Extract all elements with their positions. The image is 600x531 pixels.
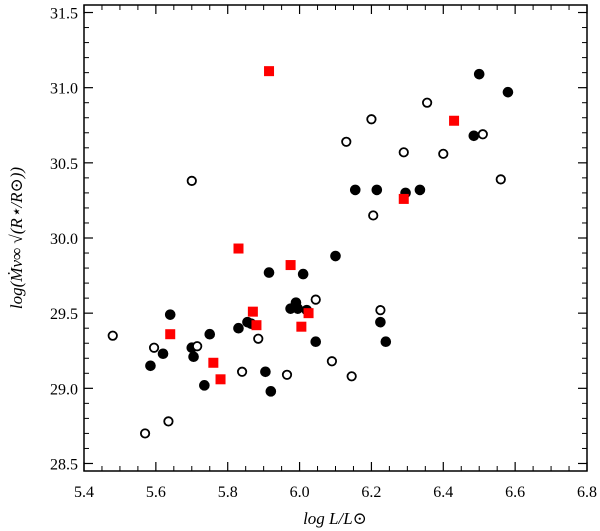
open-circle-point bbox=[341, 136, 352, 147]
red-square-point bbox=[264, 66, 275, 77]
y-axis-label: log(Ṁv∞ √(R⋆/R⊙)) bbox=[7, 167, 26, 309]
open-circle-point bbox=[477, 129, 488, 140]
y-tick-label: 29.5 bbox=[50, 306, 78, 323]
open-circle-point bbox=[107, 330, 118, 341]
open-circle-point bbox=[139, 428, 151, 439]
red-square-point bbox=[165, 329, 176, 340]
filled-circle-point bbox=[349, 184, 361, 196]
red-square-point bbox=[449, 115, 460, 126]
x-axis-label: log L/L⊙ bbox=[303, 509, 367, 528]
x-tick-label: 6.8 bbox=[577, 484, 597, 501]
x-tick-label: 5.6 bbox=[146, 484, 166, 501]
filled-circle-point bbox=[157, 348, 169, 360]
y-tick-labels: 28.5 29.0 29.5 30.0 30.5 31.0 31.5 bbox=[50, 6, 78, 474]
open-circle-point bbox=[192, 341, 203, 352]
y-tick-label: 30.0 bbox=[50, 231, 78, 248]
open-circle-point bbox=[163, 416, 174, 427]
x-tick-label: 6.6 bbox=[505, 484, 525, 501]
red-square-point bbox=[208, 357, 219, 368]
plot-frame bbox=[83, 4, 588, 472]
open-circle-point bbox=[422, 97, 433, 108]
filled-circle-point bbox=[204, 328, 216, 340]
y-tick-label: 29.0 bbox=[50, 381, 78, 398]
open-circle-point bbox=[368, 210, 379, 221]
open-circle-point bbox=[366, 114, 377, 125]
filled-circle-point bbox=[375, 316, 386, 328]
filled-circle-point bbox=[164, 309, 176, 320]
red-square-point bbox=[233, 243, 244, 254]
y-tick-label: 31.5 bbox=[50, 6, 78, 23]
open-circle-point bbox=[236, 366, 248, 377]
open-circle-point bbox=[346, 371, 357, 382]
y-tick-label: 28.5 bbox=[50, 456, 78, 473]
y-tick-label: 31.0 bbox=[50, 81, 78, 98]
filled-circle-point bbox=[371, 184, 383, 196]
filled-circle-point bbox=[265, 386, 277, 397]
x-tick-label: 5.4 bbox=[74, 484, 94, 501]
red-square-point bbox=[215, 374, 226, 385]
filled-circle-point bbox=[414, 184, 426, 196]
open-circle-point bbox=[495, 174, 506, 185]
x-tick-label: 6.4 bbox=[433, 484, 453, 501]
x-tick-label: 6.0 bbox=[290, 484, 310, 501]
red-square-point bbox=[398, 193, 409, 204]
red-square-point bbox=[296, 321, 307, 332]
filled-circle-point bbox=[199, 380, 210, 391]
open-circle-point bbox=[398, 147, 409, 158]
filled-circle-point bbox=[310, 336, 322, 348]
filled-circle-point bbox=[292, 303, 304, 314]
open-circle-point bbox=[186, 175, 197, 186]
red-square-point bbox=[285, 260, 296, 271]
filled-circle-point bbox=[260, 366, 271, 378]
y-tick-label: 30.5 bbox=[50, 156, 78, 173]
red-square-point bbox=[251, 320, 262, 331]
filled-circle-point bbox=[188, 351, 199, 363]
x-tick-labels: 5.4 5.6 5.8 6.0 6.2 6.4 6.6 6.8 bbox=[74, 484, 597, 501]
filled-circle-point bbox=[145, 360, 156, 372]
open-circle-point bbox=[253, 333, 264, 344]
x-tick-label: 6.2 bbox=[361, 484, 381, 501]
open-circle-point bbox=[326, 356, 338, 367]
filled-circle-point bbox=[263, 267, 275, 278]
filled-circle-point bbox=[380, 336, 392, 348]
filled-circle-point bbox=[330, 250, 341, 262]
open-circle-point bbox=[438, 148, 449, 159]
filled-circle-point bbox=[468, 130, 480, 142]
filled-circle-point bbox=[297, 268, 309, 280]
open-circle-point bbox=[281, 369, 293, 380]
filled-circle-point bbox=[473, 68, 485, 80]
axis-ticks bbox=[83, 5, 588, 471]
x-tick-label: 5.8 bbox=[218, 484, 238, 501]
open-circle-point bbox=[148, 342, 160, 353]
data-points bbox=[107, 66, 514, 439]
filled-circle-point bbox=[502, 86, 514, 98]
red-square-point bbox=[303, 308, 314, 319]
open-circle-point bbox=[375, 305, 386, 316]
open-circle-point bbox=[310, 294, 321, 305]
filled-circle-point bbox=[233, 322, 244, 334]
red-square-point bbox=[247, 306, 258, 317]
